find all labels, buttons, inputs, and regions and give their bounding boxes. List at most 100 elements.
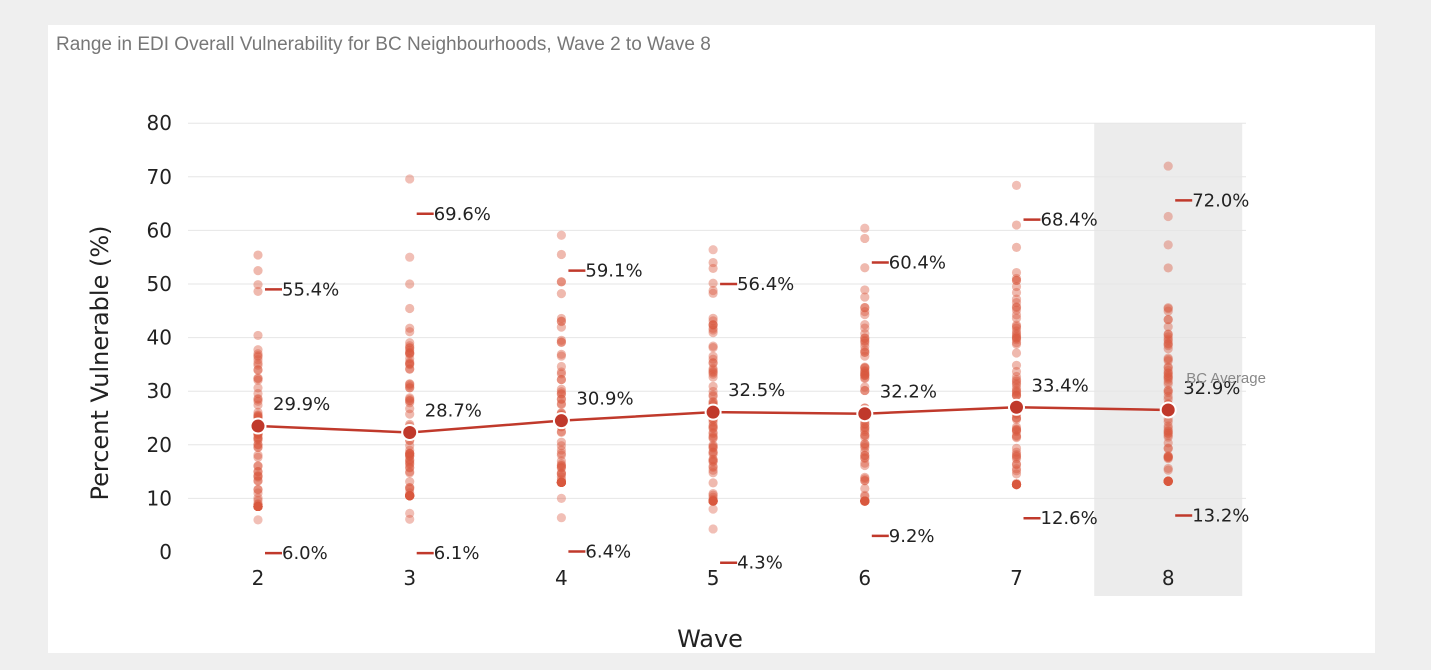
neighbourhood-point xyxy=(708,320,718,330)
neighbourhood-point xyxy=(708,245,718,255)
neighbourhood-point xyxy=(708,496,718,506)
average-point[interactable] xyxy=(552,412,570,430)
neighbourhood-point xyxy=(860,302,870,313)
neighbourhood-point xyxy=(1011,432,1022,443)
neighbourhood-point xyxy=(860,347,870,357)
neighbourhood-point xyxy=(1163,438,1173,448)
neighbourhood-point xyxy=(860,385,870,396)
neighbourhood-point xyxy=(405,457,415,467)
neighbourhood-point xyxy=(1011,451,1022,461)
neighbourhood-point xyxy=(253,432,263,442)
neighbourhood-point xyxy=(860,432,870,442)
neighbourhood-point xyxy=(860,496,870,506)
neighbourhood-point xyxy=(1163,476,1173,486)
neighbourhood-point xyxy=(253,352,263,362)
neighbourhood-point xyxy=(556,477,566,487)
neighbourhood-point xyxy=(405,448,415,458)
neighbourhood-point xyxy=(1011,383,1022,393)
y-tick-label: 50 xyxy=(147,272,172,296)
highlight-band xyxy=(1094,123,1243,596)
neighbourhood-point xyxy=(708,423,718,433)
neighbourhood-point xyxy=(253,439,263,449)
neighbourhood-point xyxy=(1011,180,1022,190)
neighbourhood-point xyxy=(708,496,718,506)
neighbourhood-point xyxy=(1011,339,1022,349)
neighbourhood-point xyxy=(708,390,718,400)
neighbourhood-point xyxy=(405,459,415,470)
neighbourhood-point xyxy=(556,463,566,473)
y-tick-label: 80 xyxy=(147,111,172,135)
neighbourhood-point xyxy=(556,472,566,482)
neighbourhood-point xyxy=(860,476,870,486)
neighbourhood-point xyxy=(1163,443,1173,454)
neighbourhood-point xyxy=(253,400,263,410)
neighbourhood-point xyxy=(556,316,566,327)
neighbourhood-point xyxy=(860,496,870,506)
neighbourhood-point xyxy=(405,395,415,406)
neighbourhood-point xyxy=(253,484,263,494)
neighbourhood-point xyxy=(405,451,415,461)
average-point[interactable] xyxy=(401,423,419,441)
average-point[interactable] xyxy=(856,405,874,423)
neighbourhood-point xyxy=(253,495,263,506)
neighbourhood-point xyxy=(1163,314,1173,325)
neighbourhood-point xyxy=(1011,414,1022,425)
neighbourhood-point xyxy=(405,394,415,404)
x-tick-label: 4 xyxy=(555,566,568,590)
neighbourhood-point xyxy=(1163,454,1173,464)
neighbourhood-point xyxy=(860,328,870,339)
neighbourhood-point xyxy=(860,423,870,433)
neighbourhood-point xyxy=(556,349,566,359)
average-point[interactable] xyxy=(704,403,722,421)
average-point[interactable] xyxy=(1159,401,1177,419)
neighbourhood-point xyxy=(1163,476,1173,486)
neighbourhood-point xyxy=(1011,320,1022,330)
neighbourhood-point xyxy=(1163,386,1173,396)
neighbourhood-point xyxy=(1011,479,1022,490)
neighbourhood-point xyxy=(1011,360,1022,370)
neighbourhood-point xyxy=(708,365,718,375)
neighbourhood-point xyxy=(1011,469,1022,479)
min-label: 6.0% xyxy=(282,543,328,564)
neighbourhood-point xyxy=(556,467,566,478)
neighbourhood-point xyxy=(1163,353,1173,363)
neighbourhood-point xyxy=(1163,430,1173,441)
neighbourhood-point xyxy=(556,513,566,523)
neighbourhood-point xyxy=(556,477,566,487)
neighbourhood-point xyxy=(405,491,415,501)
average-point[interactable] xyxy=(1008,398,1025,416)
average-value-label: 30.9% xyxy=(576,389,633,410)
neighbourhood-point xyxy=(860,345,870,355)
neighbourhood-point xyxy=(1011,390,1022,400)
neighbourhood-point xyxy=(708,328,718,338)
neighbourhood-point xyxy=(405,398,415,408)
neighbourhood-point xyxy=(860,490,870,500)
neighbourhood-point xyxy=(253,461,263,471)
neighbourhood-point xyxy=(860,323,870,333)
neighbourhood-point xyxy=(556,477,566,487)
neighbourhood-point xyxy=(556,477,566,487)
neighbourhood-point xyxy=(405,348,415,358)
neighbourhood-point xyxy=(708,366,718,377)
neighbourhood-point xyxy=(1163,211,1173,222)
neighbourhood-point xyxy=(1011,479,1022,490)
neighbourhood-point xyxy=(1011,443,1022,453)
neighbourhood-point xyxy=(1011,430,1022,441)
neighbourhood-point xyxy=(405,348,415,358)
neighbourhood-point xyxy=(1011,333,1022,343)
neighbourhood-point xyxy=(708,358,718,368)
neighbourhood-point xyxy=(556,351,566,361)
neighbourhood-point xyxy=(253,375,263,385)
neighbourhood-point xyxy=(860,335,870,345)
neighbourhood-point xyxy=(860,496,870,506)
neighbourhood-point xyxy=(405,383,415,393)
neighbourhood-point xyxy=(1163,476,1173,486)
neighbourhood-point xyxy=(556,450,566,460)
average-point[interactable] xyxy=(249,417,267,435)
max-label: 56.4% xyxy=(737,274,794,295)
neighbourhood-point xyxy=(1011,479,1022,490)
neighbourhood-point xyxy=(405,491,415,501)
neighbourhood-point xyxy=(1163,365,1173,376)
neighbourhood-point xyxy=(860,366,870,377)
neighbourhood-point xyxy=(860,496,870,506)
